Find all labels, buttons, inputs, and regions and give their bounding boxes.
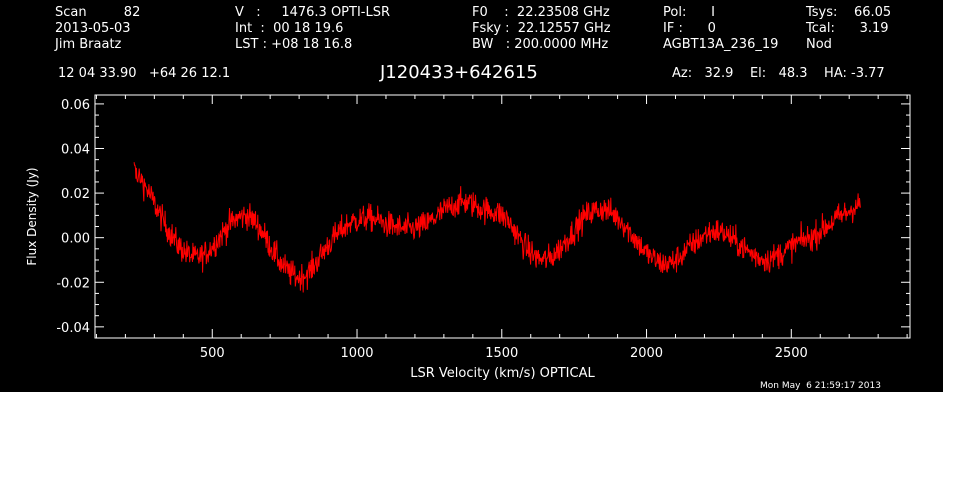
y-tick-label: 0.00 bbox=[61, 232, 90, 247]
y-tick-label: -0.02 bbox=[56, 276, 90, 291]
header-bandwidth: BW : 200.0000 MHz bbox=[472, 37, 609, 52]
y-tick-label: 0.06 bbox=[61, 98, 90, 113]
header-if: IF : 0 bbox=[663, 21, 716, 36]
header-velocity: V : 1476.3 OPTI-LSR bbox=[235, 5, 391, 20]
header-pointing: Az: 32.9 El: 48.3 HA: -3.77 bbox=[672, 66, 885, 81]
header-coordinates: 12 04 33.90 +64 26 12.1 bbox=[58, 66, 231, 81]
x-tick-label: 1500 bbox=[485, 346, 518, 361]
x-tick-label: 1000 bbox=[340, 346, 373, 361]
y-axis-label: Flux Density (Jy) bbox=[25, 167, 39, 265]
x-tick-label: 2500 bbox=[775, 346, 808, 361]
header-project: AGBT13A_236_19 bbox=[663, 37, 779, 52]
header-pol: Pol: I bbox=[663, 5, 715, 20]
header-integration: Int : 00 18 19.6 bbox=[235, 21, 344, 36]
y-tick-label: 0.02 bbox=[61, 187, 90, 202]
y-tick-label: -0.04 bbox=[56, 321, 90, 336]
header-scan: Scan 82 bbox=[55, 5, 141, 20]
x-tick-label: 2000 bbox=[630, 346, 663, 361]
header-procedure: Nod bbox=[806, 37, 832, 52]
header-tcal: Tcal: 3.19 bbox=[806, 21, 889, 36]
header-date: 2013-05-03 bbox=[55, 21, 131, 36]
tick-label-group: 500 1000 1500 2000 2500 -0.04 -0.02 0.00 0.02 0.0… bbox=[56, 98, 807, 361]
tick-group bbox=[95, 95, 910, 338]
header-observer: Jim Braatz bbox=[55, 37, 122, 52]
y-tick-label: 0.04 bbox=[61, 143, 90, 158]
spectrum-chart: 500 1000 1500 2000 2500 -0.04 -0.02 0.00 0.02 0.0… bbox=[25, 94, 911, 381]
header-rest-freq: F0 : 22.23508 GHz bbox=[472, 5, 610, 20]
plot-timestamp: Mon May 6 21:59:17 2013 bbox=[760, 381, 881, 391]
spectrum-trace-group bbox=[133, 162, 861, 293]
source-name: J120433+642615 bbox=[380, 62, 538, 83]
header-sky-freq: Fsky : 22.12557 GHz bbox=[472, 21, 611, 36]
x-tick-label: 500 bbox=[200, 346, 225, 361]
x-axis-label: LSR Velocity (km/s) OPTICAL bbox=[410, 366, 595, 381]
header-lst: LST : +08 18 16.8 bbox=[235, 37, 353, 52]
axes-frame bbox=[94, 94, 911, 339]
spectrum-line bbox=[133, 162, 861, 293]
header-tsys: Tsys: 66.05 bbox=[806, 5, 892, 20]
